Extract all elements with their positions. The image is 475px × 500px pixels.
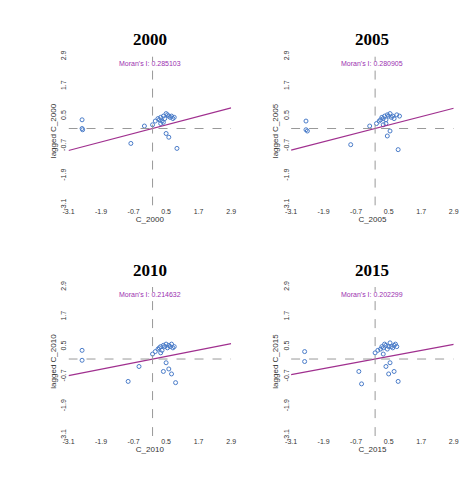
svg-text:2010: 2010 bbox=[133, 261, 167, 280]
svg-text:C_2000: C_2000 bbox=[136, 215, 165, 224]
svg-text:2000: 2000 bbox=[133, 30, 167, 49]
svg-text:1.7: 1.7 bbox=[283, 80, 290, 90]
svg-text:Moran's I: 0.285103: Moran's I: 0.285103 bbox=[119, 60, 181, 67]
svg-text:-1.9: -1.9 bbox=[95, 438, 107, 445]
svg-text:lagged C_2015: lagged C_2015 bbox=[271, 334, 280, 389]
svg-text:0.5: 0.5 bbox=[161, 438, 171, 445]
svg-text:lagged C_2000: lagged C_2000 bbox=[49, 103, 58, 158]
svg-text:C_2015: C_2015 bbox=[358, 445, 387, 454]
svg-text:-3.1: -3.1 bbox=[283, 429, 290, 441]
svg-text:-1.9: -1.9 bbox=[283, 169, 290, 181]
svg-text:-3.1: -3.1 bbox=[60, 198, 67, 210]
svg-text:-3.1: -3.1 bbox=[62, 208, 74, 215]
svg-text:0.5: 0.5 bbox=[283, 341, 290, 351]
svg-text:Moran's I: 0.214632: Moran's I: 0.214632 bbox=[119, 291, 181, 298]
svg-text:-3.1: -3.1 bbox=[62, 438, 74, 445]
svg-text:-0.7: -0.7 bbox=[60, 369, 67, 381]
svg-text:-0.7: -0.7 bbox=[128, 208, 140, 215]
svg-text:-0.7: -0.7 bbox=[283, 139, 290, 151]
svg-text:1.7: 1.7 bbox=[416, 208, 426, 215]
svg-text:2.9: 2.9 bbox=[226, 438, 236, 445]
svg-text:0.5: 0.5 bbox=[60, 110, 67, 120]
svg-text:1.7: 1.7 bbox=[194, 438, 204, 445]
svg-text:Moran's I: 0.280905: Moran's I: 0.280905 bbox=[341, 60, 403, 67]
svg-text:-1.9: -1.9 bbox=[95, 208, 107, 215]
svg-text:1.7: 1.7 bbox=[194, 208, 204, 215]
svg-text:-3.1: -3.1 bbox=[285, 438, 297, 445]
svg-text:1.7: 1.7 bbox=[60, 80, 67, 90]
svg-text:lagged C_2010: lagged C_2010 bbox=[49, 334, 58, 389]
svg-text:-0.7: -0.7 bbox=[283, 369, 290, 381]
svg-text:1.7: 1.7 bbox=[416, 438, 426, 445]
svg-text:-0.7: -0.7 bbox=[60, 139, 67, 151]
svg-text:Moran's I: 0.202299: Moran's I: 0.202299 bbox=[341, 291, 403, 298]
svg-text:2015: 2015 bbox=[355, 261, 389, 280]
svg-text:-0.7: -0.7 bbox=[128, 438, 140, 445]
svg-text:-3.1: -3.1 bbox=[285, 208, 297, 215]
svg-text:2.9: 2.9 bbox=[449, 208, 459, 215]
svg-text:0.5: 0.5 bbox=[161, 208, 171, 215]
svg-text:2.9: 2.9 bbox=[60, 281, 67, 291]
svg-text:2005: 2005 bbox=[355, 30, 389, 49]
svg-text:-1.9: -1.9 bbox=[60, 169, 67, 181]
svg-text:2.9: 2.9 bbox=[283, 50, 290, 60]
svg-text:2.9: 2.9 bbox=[449, 438, 459, 445]
svg-text:2.9: 2.9 bbox=[226, 208, 236, 215]
svg-text:1.7: 1.7 bbox=[283, 311, 290, 321]
svg-text:0.5: 0.5 bbox=[283, 110, 290, 120]
svg-text:0.5: 0.5 bbox=[384, 438, 394, 445]
svg-text:2.9: 2.9 bbox=[283, 281, 290, 291]
svg-text:C_2005: C_2005 bbox=[358, 215, 387, 224]
svg-text:0.5: 0.5 bbox=[60, 341, 67, 351]
svg-text:-1.9: -1.9 bbox=[283, 399, 290, 411]
svg-text:-3.1: -3.1 bbox=[283, 198, 290, 210]
svg-text:-0.7: -0.7 bbox=[350, 208, 362, 215]
svg-text:-3.1: -3.1 bbox=[60, 429, 67, 441]
svg-text:2.9: 2.9 bbox=[60, 50, 67, 60]
svg-text:-1.9: -1.9 bbox=[318, 208, 330, 215]
svg-text:1.7: 1.7 bbox=[60, 311, 67, 321]
svg-text:C_2010: C_2010 bbox=[136, 445, 165, 454]
svg-text:-0.7: -0.7 bbox=[350, 438, 362, 445]
svg-text:-1.9: -1.9 bbox=[318, 438, 330, 445]
svg-text:lagged C_2005: lagged C_2005 bbox=[271, 103, 280, 158]
svg-text:-1.9: -1.9 bbox=[60, 399, 67, 411]
svg-text:0.5: 0.5 bbox=[384, 208, 394, 215]
